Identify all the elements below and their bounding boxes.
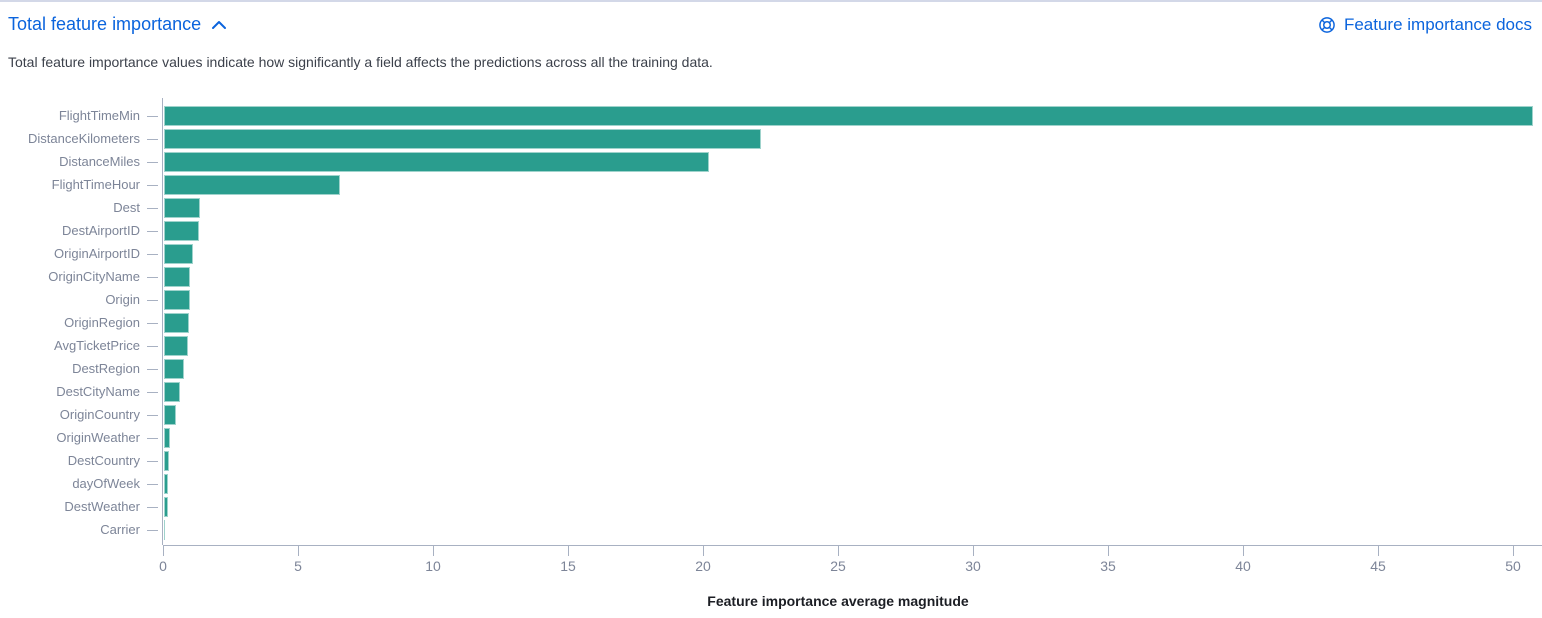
chart-bar[interactable]: [164, 359, 184, 379]
x-axis-tick: [973, 546, 974, 556]
section-description: Total feature importance values indicate…: [8, 54, 713, 70]
chart-bar[interactable]: [164, 336, 189, 356]
chart-bar[interactable]: [164, 313, 190, 333]
x-axis-tick: [703, 546, 704, 556]
x-axis-tick: [298, 546, 299, 556]
y-axis-tick: [147, 254, 158, 255]
x-axis-tick: [1108, 546, 1109, 556]
y-category-label: DestRegion: [72, 361, 140, 376]
y-category-label: DestWeather: [64, 499, 140, 514]
y-axis-tick: [147, 208, 158, 209]
x-axis-tick-label: 15: [560, 558, 576, 574]
x-axis-tick: [838, 546, 839, 556]
x-axis-tick-label: 30: [965, 558, 981, 574]
y-axis-tick: [147, 415, 158, 416]
x-axis-tick: [1243, 546, 1244, 556]
y-axis-tick: [147, 139, 158, 140]
y-axis-tick: [147, 369, 158, 370]
y-category-label: dayOfWeek: [72, 476, 140, 491]
y-category-label: OriginAirportID: [54, 246, 140, 261]
chart-bar[interactable]: [164, 175, 340, 195]
x-axis-title: Feature importance average magnitude: [707, 593, 969, 609]
x-axis-line: [163, 545, 1542, 546]
chart-bar[interactable]: [164, 267, 191, 287]
y-category-label: FlightTimeHour: [51, 177, 140, 192]
y-category-label: DistanceMiles: [59, 154, 140, 169]
x-axis-tick-label: 45: [1370, 558, 1386, 574]
y-category-label: OriginWeather: [56, 430, 140, 445]
chart-bar[interactable]: [164, 405, 176, 425]
y-axis-tick: [147, 438, 158, 439]
y-axis-tick: [147, 185, 158, 186]
x-axis-tick-label: 35: [1100, 558, 1116, 574]
y-axis-tick: [147, 277, 158, 278]
chevron-up-icon[interactable]: [211, 19, 227, 31]
chart-bar[interactable]: [164, 382, 180, 402]
y-category-label: AvgTicketPrice: [54, 338, 140, 353]
chart-bar[interactable]: [164, 474, 169, 494]
y-category-label: DestCountry: [67, 453, 140, 468]
chart-bar[interactable]: [164, 106, 1533, 126]
y-category-label: FlightTimeMin: [58, 108, 140, 123]
x-axis-tick-label: 20: [695, 558, 711, 574]
chart-bar[interactable]: [164, 152, 710, 172]
x-axis-tick-label: 5: [294, 558, 302, 574]
chart-bar[interactable]: [164, 497, 168, 517]
x-axis-tick-label: 0: [159, 558, 167, 574]
x-axis-tick-label: 50: [1505, 558, 1521, 574]
x-axis-tick: [1513, 546, 1514, 556]
y-axis-tick: [147, 346, 158, 347]
chart-bar[interactable]: [164, 221, 200, 241]
x-axis-tick: [433, 546, 434, 556]
y-axis-tick: [147, 484, 158, 485]
y-category-label: OriginCountry: [59, 407, 140, 422]
y-axis-tick: [147, 162, 158, 163]
chart-bar[interactable]: [164, 198, 200, 218]
y-axis-tick: [147, 231, 158, 232]
x-axis-tick: [1378, 546, 1379, 556]
y-category-label: DestAirportID: [61, 223, 140, 238]
panel-header: Total feature importance Feature importa…: [8, 14, 1532, 35]
y-axis-tick: [147, 392, 158, 393]
chart-bar[interactable]: [164, 451, 169, 471]
total-feature-importance-toggle[interactable]: Total feature importance: [8, 14, 227, 35]
lifebuoy-help-icon: [1318, 16, 1336, 34]
x-axis-tick-label: 25: [830, 558, 846, 574]
y-category-label: OriginRegion: [64, 315, 140, 330]
y-axis-tick: [147, 530, 158, 531]
section-title: Total feature importance: [8, 14, 202, 34]
y-category-label: OriginCityName: [48, 269, 140, 284]
y-axis-tick: [147, 323, 158, 324]
feature-importance-docs-link[interactable]: Feature importance docs: [1318, 15, 1532, 35]
chart-bar[interactable]: [164, 129, 761, 149]
y-axis-tick: [147, 507, 158, 508]
chart-bar[interactable]: [164, 520, 166, 540]
chart-bar[interactable]: [164, 290, 190, 310]
docs-link-label: Feature importance docs: [1343, 14, 1532, 34]
y-category-label: Origin: [105, 292, 140, 307]
y-axis-tick: [147, 116, 158, 117]
y-category-label: Dest: [113, 200, 140, 215]
x-axis-tick-label: 40: [1235, 558, 1251, 574]
x-axis-tick: [568, 546, 569, 556]
y-axis-line: [162, 98, 163, 545]
y-category-label: Carrier: [100, 522, 140, 537]
x-axis-tick-label: 10: [425, 558, 441, 574]
chart-bar[interactable]: [164, 428, 170, 448]
chart-bar[interactable]: [164, 244, 193, 264]
y-axis-tick: [147, 461, 158, 462]
y-category-label: DestCityName: [56, 384, 140, 399]
y-axis-tick: [147, 300, 158, 301]
x-axis-tick: [163, 546, 164, 556]
y-category-label: DistanceKilometers: [28, 131, 140, 146]
